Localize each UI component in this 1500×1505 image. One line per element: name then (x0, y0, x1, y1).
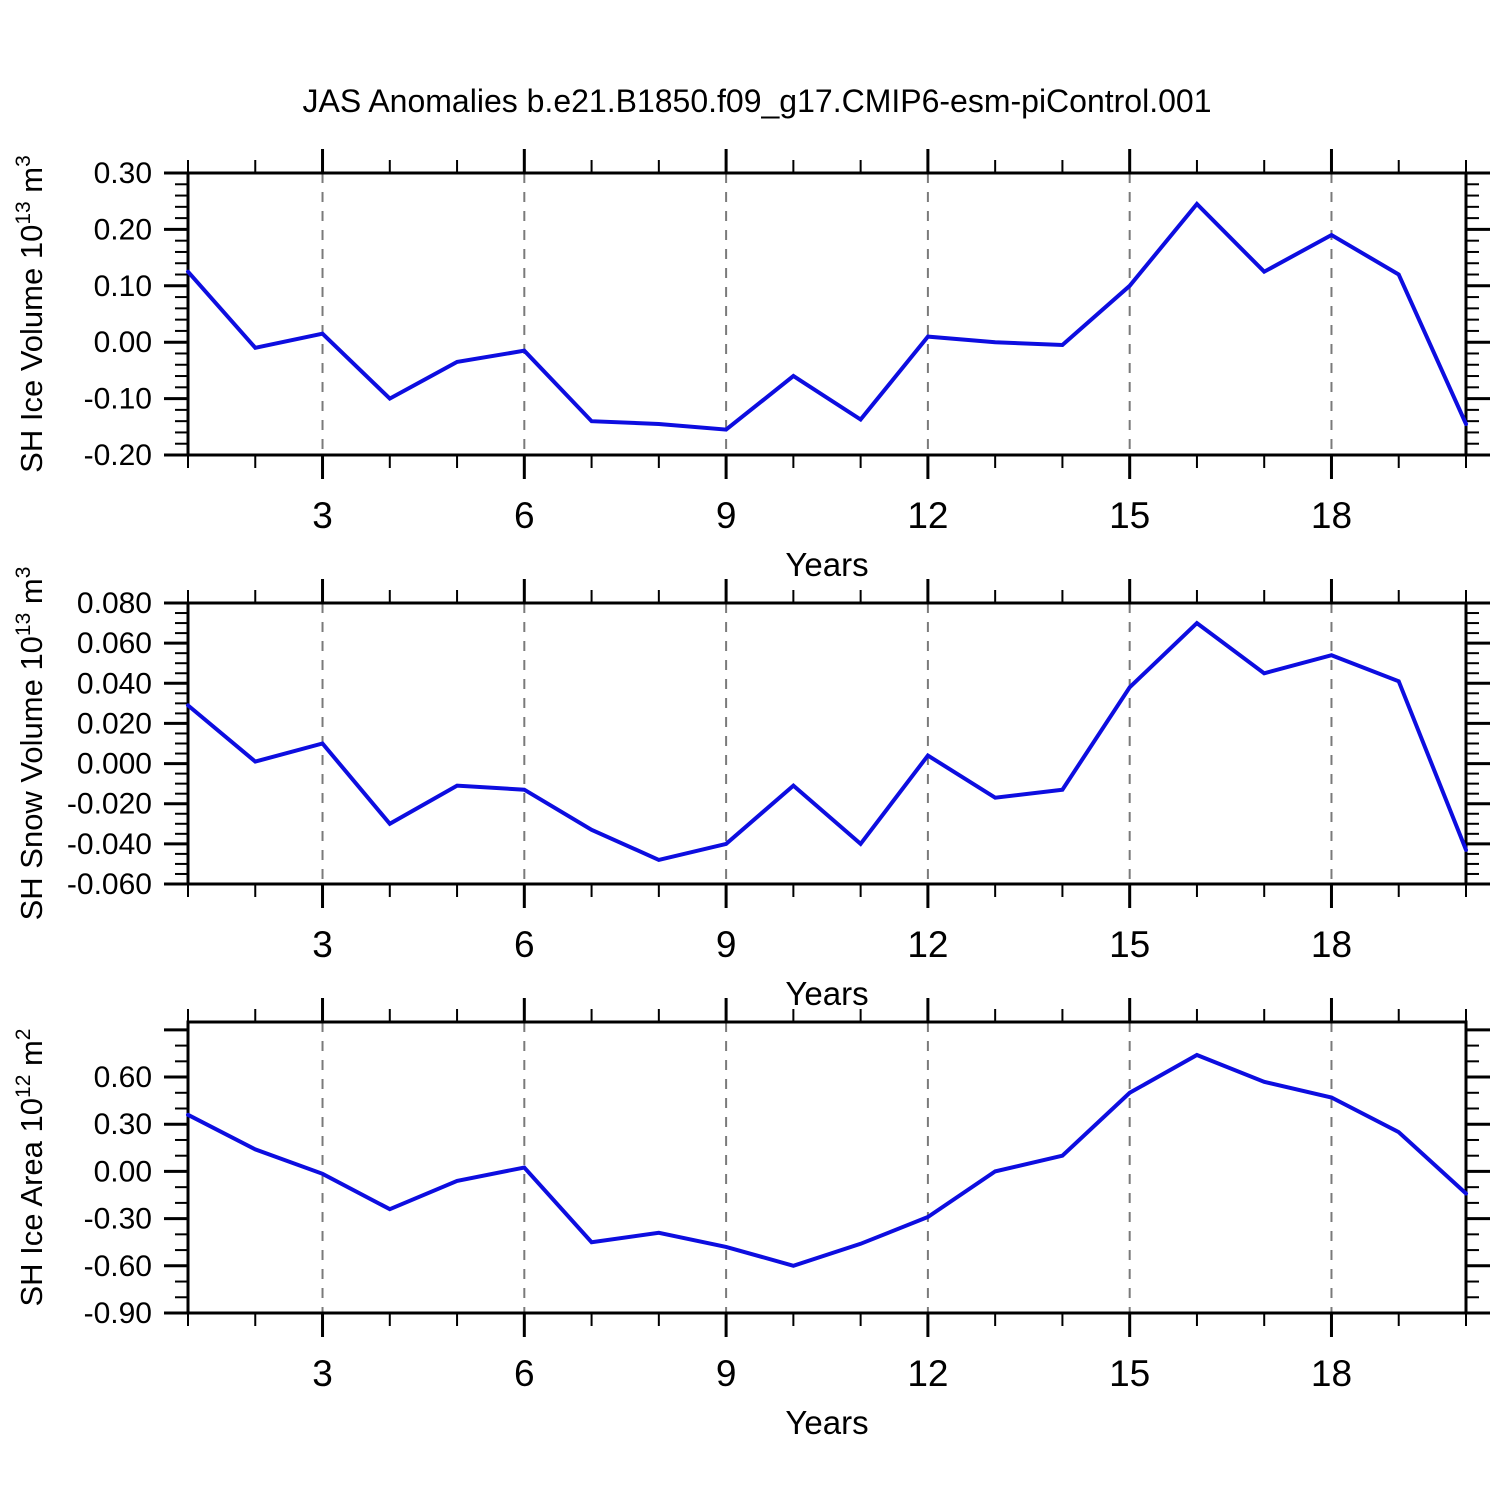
data-line-sh-ice-area (186, 1052, 1468, 1268)
plot-border (186, 601, 1468, 886)
x-axis-title: Years (785, 546, 868, 583)
x-tick-label: 6 (514, 924, 535, 965)
x-tick-label: 3 (312, 1353, 333, 1394)
x-tick-label: 3 (312, 924, 333, 965)
y-tick-label: -0.040 (67, 828, 152, 861)
data-line-sh-snow-volume (186, 620, 1468, 863)
y-tick-label: 0.000 (77, 748, 152, 781)
subplot-sh-ice-area: 0.60 0.30 0.00 -0.30 -0.60 -0.90 3 6 9 12 15 18 Year… (12, 998, 1490, 1441)
x-axis-title: Years (785, 975, 868, 1012)
subplots-group: 0.30 0.20 0.10 0.00 -0.10 -0.20 3 6 9 12 15 18 Years… (12, 149, 1490, 1441)
y-tick-label: -0.020 (67, 788, 152, 821)
y-tick-label: 0.10 (94, 270, 152, 303)
y-tick-label: 0.30 (94, 157, 152, 190)
x-tick-label: 9 (716, 924, 737, 965)
x-tick-label: 15 (1109, 1353, 1150, 1394)
data-line-sh-ice-volume (186, 201, 1468, 432)
x-tick-label: 12 (907, 924, 948, 965)
y-axis-title: SH Ice Area 1012 m2 (12, 1029, 49, 1307)
y-tick-label: -0.90 (84, 1297, 152, 1330)
y-tick-label: -0.30 (84, 1203, 152, 1236)
plot-border (186, 171, 1468, 457)
y-tick-label: 0.30 (94, 1108, 152, 1141)
x-tick-label: 18 (1311, 1353, 1352, 1394)
y-tick-label: 0.00 (94, 326, 152, 359)
y-tick-label: 0.060 (77, 627, 152, 660)
y-tick-label: -0.20 (84, 439, 152, 472)
subplot-sh-ice-volume: 0.30 0.20 0.10 0.00 -0.10 -0.20 3 6 9 12 15 18 Years… (12, 149, 1490, 583)
x-tick-label: 15 (1109, 495, 1150, 536)
x-tick-label: 18 (1311, 495, 1352, 536)
y-tick-label: 0.20 (94, 213, 152, 246)
y-tick-label: -0.060 (67, 868, 152, 901)
plot-border (186, 1020, 1468, 1315)
y-tick-label: 0.020 (77, 707, 152, 740)
x-tick-label: 9 (716, 1353, 737, 1394)
x-tick-label: 6 (514, 495, 535, 536)
y-tick-label: 0.080 (77, 587, 152, 620)
x-tick-label: 15 (1109, 924, 1150, 965)
y-axis-title: SH Ice Volume 1013 m3 (12, 155, 49, 473)
x-tick-label: 9 (716, 495, 737, 536)
subplot-sh-snow-volume: 0.080 0.060 0.040 0.020 0.000 -0.020 -0.040 -0.… (12, 567, 1490, 1012)
x-tick-label: 12 (907, 495, 948, 536)
x-tick-label: 3 (312, 495, 333, 536)
figure-title: JAS Anomalies b.e21.B1850.f09_g17.CMIP6-… (303, 83, 1212, 119)
y-tick-label: 0.00 (94, 1155, 152, 1188)
x-tick-label: 18 (1311, 924, 1352, 965)
x-tick-label: 6 (514, 1353, 535, 1394)
y-tick-label: 0.60 (94, 1061, 152, 1094)
y-tick-label: -0.60 (84, 1250, 152, 1283)
x-axis-title: Years (785, 1404, 868, 1441)
y-tick-label: 0.040 (77, 667, 152, 700)
y-axis-title: SH Snow Volume 1013 m3 (12, 567, 49, 921)
x-tick-label: 12 (907, 1353, 948, 1394)
y-tick-label: -0.10 (84, 383, 152, 416)
